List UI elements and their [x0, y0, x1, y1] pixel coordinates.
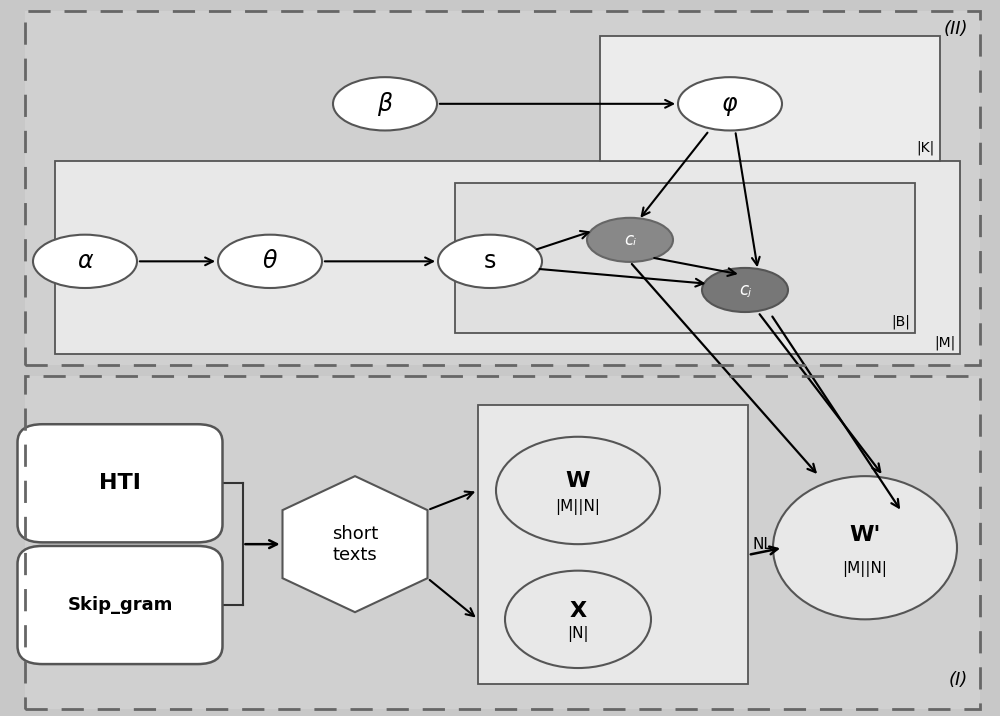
Ellipse shape — [505, 571, 651, 668]
Text: short
texts: short texts — [332, 525, 378, 563]
Text: β: β — [377, 92, 393, 116]
Bar — [25, 11, 980, 365]
Text: |B|: |B| — [891, 314, 910, 329]
Bar — [478, 405, 748, 684]
Bar — [55, 161, 960, 354]
Text: X: X — [569, 601, 587, 621]
Text: θ: θ — [263, 249, 277, 274]
FancyBboxPatch shape — [17, 424, 222, 543]
Text: (II): (II) — [944, 20, 968, 38]
Text: cᵢ: cᵢ — [624, 231, 636, 249]
Text: s: s — [484, 249, 496, 274]
Ellipse shape — [438, 235, 542, 288]
Ellipse shape — [702, 268, 788, 312]
Ellipse shape — [496, 437, 660, 544]
Text: Skip_gram: Skip_gram — [67, 596, 173, 614]
Ellipse shape — [33, 235, 137, 288]
Ellipse shape — [218, 235, 322, 288]
Text: |K|: |K| — [917, 141, 935, 155]
Text: NL: NL — [753, 537, 773, 551]
Bar — [25, 376, 980, 709]
Text: |M||N|: |M||N| — [556, 498, 600, 515]
Ellipse shape — [587, 218, 673, 262]
Ellipse shape — [333, 77, 437, 130]
Text: HTI: HTI — [99, 473, 141, 493]
Bar — [25, 11, 980, 365]
Text: |M|: |M| — [934, 336, 955, 350]
Bar — [455, 183, 915, 333]
Text: W: W — [566, 471, 590, 490]
Text: cⱼ: cⱼ — [739, 281, 751, 299]
Text: |M||N|: |M||N| — [842, 561, 888, 577]
Text: φ: φ — [722, 92, 738, 116]
Ellipse shape — [678, 77, 782, 130]
Text: |N|: |N| — [567, 626, 589, 642]
Bar — [25, 376, 980, 709]
Polygon shape — [283, 476, 428, 612]
Text: (I): (I) — [949, 671, 968, 689]
FancyBboxPatch shape — [17, 546, 222, 664]
Ellipse shape — [773, 476, 957, 619]
Text: W': W' — [849, 525, 881, 545]
Bar — [600, 36, 940, 161]
Text: α: α — [77, 249, 93, 274]
